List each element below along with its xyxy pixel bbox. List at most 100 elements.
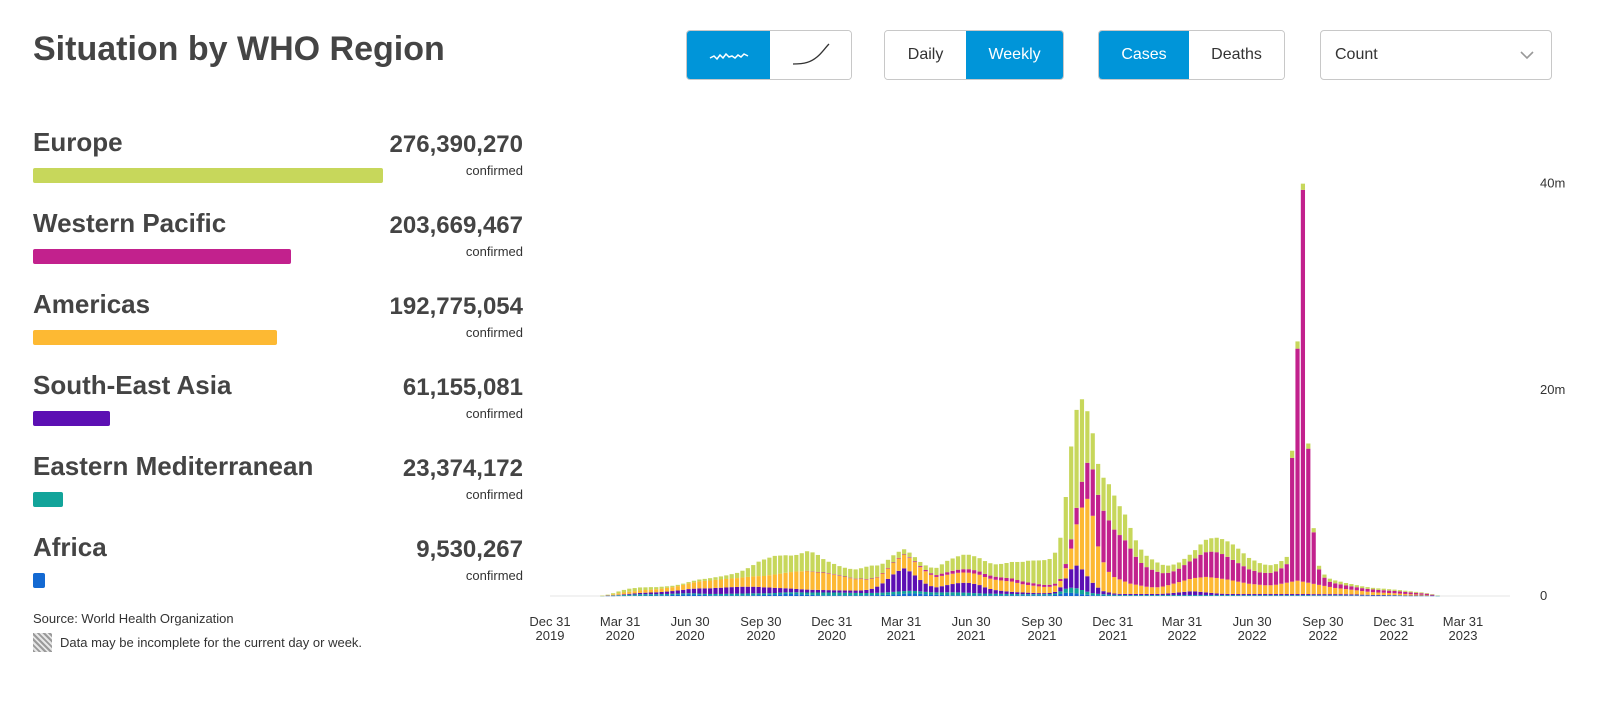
bar-segment-americas[interactable] [1413, 594, 1419, 596]
bar-segment-europe[interactable] [1230, 544, 1235, 560]
bar-segment-south-east-asia[interactable] [632, 593, 637, 595]
bar-segment-africa[interactable] [1085, 594, 1090, 596]
bar-segment-europe[interactable] [1381, 588, 1386, 591]
bar-segment-europe[interactable] [1246, 557, 1252, 570]
bar-segment-south-east-asia[interactable] [912, 575, 917, 591]
bar-segment-europe[interactable] [627, 588, 632, 592]
bar-segment-africa[interactable] [686, 594, 691, 596]
bar-segment-europe[interactable] [923, 565, 928, 571]
bar-segment-eastern-mediterranean[interactable] [1176, 594, 1182, 596]
bar-segment-south-east-asia[interactable] [767, 587, 772, 594]
bar-segment-south-east-asia[interactable] [1246, 594, 1252, 596]
bar-segment-eastern-mediterranean[interactable] [1214, 594, 1219, 596]
bar-segment-south-east-asia[interactable] [756, 586, 761, 594]
bar-segment-africa[interactable] [788, 593, 794, 596]
bar-segment-africa[interactable] [880, 594, 885, 596]
bar-segment-europe[interactable] [1300, 183, 1306, 190]
bar-segment-eastern-mediterranean[interactable] [1225, 594, 1230, 596]
bar-segment-europe[interactable] [1198, 544, 1203, 555]
bar-segment-south-east-asia[interactable] [869, 588, 874, 593]
bar-segment-americas[interactable] [918, 567, 923, 581]
bar-segment-south-east-asia[interactable] [842, 590, 847, 593]
bar-segment-africa[interactable] [1079, 594, 1085, 596]
bar-segment-eastern-mediterranean[interactable] [1117, 594, 1122, 596]
bar-segment-africa[interactable] [718, 595, 723, 596]
bar-segment-americas[interactable] [659, 588, 664, 592]
bar-segment-western-pacific[interactable] [1284, 564, 1289, 583]
bar-segment-americas[interactable] [1322, 585, 1327, 595]
bar-segment-americas[interactable] [1176, 582, 1182, 593]
bar-segment-eastern-mediterranean[interactable] [799, 592, 804, 595]
bar-segment-eastern-mediterranean[interactable] [1338, 595, 1343, 596]
bar-segment-south-east-asia[interactable] [1112, 593, 1117, 595]
bar-segment-americas[interactable] [686, 583, 691, 590]
bar-segment-africa[interactable] [675, 594, 680, 596]
bar-segment-western-pacific[interactable] [945, 572, 950, 575]
bar-segment-europe[interactable] [1214, 537, 1219, 553]
bar-segment-eastern-mediterranean[interactable] [670, 593, 675, 595]
bar-segment-americas[interactable] [1149, 587, 1155, 594]
bar-segment-europe[interactable] [1203, 539, 1209, 553]
bar-segment-south-east-asia[interactable] [1376, 594, 1381, 596]
bar-segment-western-pacific[interactable] [880, 573, 885, 574]
bar-segment-western-pacific[interactable] [1333, 583, 1338, 588]
bar-segment-western-pacific[interactable] [1149, 569, 1155, 588]
bar-segment-western-pacific[interactable] [907, 557, 912, 558]
bar-segment-africa[interactable] [939, 594, 944, 596]
trend-line-button[interactable] [687, 31, 771, 79]
bar-segment-europe[interactable] [1079, 399, 1085, 482]
bar-segment-americas[interactable] [1042, 586, 1047, 594]
bar-segment-south-east-asia[interactable] [939, 586, 944, 593]
bar-segment-western-pacific[interactable] [1036, 584, 1041, 587]
bar-segment-eastern-mediterranean[interactable] [691, 593, 697, 595]
bar-segment-south-east-asia[interactable] [1085, 576, 1090, 592]
bar-segment-europe[interactable] [858, 568, 864, 579]
bar-segment-europe[interactable] [1090, 433, 1095, 470]
bar-segment-south-east-asia[interactable] [848, 590, 853, 593]
bar-segment-europe[interactable] [1219, 539, 1225, 555]
bar-segment-eastern-mediterranean[interactable] [1182, 594, 1187, 596]
bar-segment-americas[interactable] [643, 590, 648, 593]
bar-segment-south-east-asia[interactable] [772, 587, 777, 594]
bar-segment-europe[interactable] [875, 565, 880, 577]
bar-segment-western-pacific[interactable] [923, 570, 928, 572]
bar-segment-south-east-asia[interactable] [1268, 594, 1273, 596]
bar-segment-europe[interactable] [891, 555, 896, 563]
bar-segment-americas[interactable] [1209, 577, 1214, 593]
bar-segment-americas[interactable] [1392, 593, 1397, 596]
bar-segment-south-east-asia[interactable] [1182, 591, 1187, 595]
bar-segment-eastern-mediterranean[interactable] [988, 593, 993, 596]
bar-segment-south-east-asia[interactable] [1009, 591, 1014, 594]
bar-segment-americas[interactable] [950, 573, 955, 585]
bar-segment-africa[interactable] [659, 595, 664, 596]
bar-segment-eastern-mediterranean[interactable] [616, 595, 621, 596]
bar-segment-americas[interactable] [1214, 577, 1219, 594]
bar-segment-eastern-mediterranean[interactable] [761, 593, 767, 595]
bar-segment-south-east-asia[interactable] [1370, 594, 1376, 596]
bar-segment-western-pacific[interactable] [1230, 559, 1235, 581]
bar-segment-americas[interactable] [1122, 581, 1128, 594]
bar-segment-south-east-asia[interactable] [1122, 593, 1128, 595]
bar-segment-eastern-mediterranean[interactable] [778, 592, 783, 595]
bar-segment-europe[interactable] [864, 566, 869, 580]
bar-segment-south-east-asia[interactable] [1360, 594, 1365, 596]
bar-segment-eastern-mediterranean[interactable] [1079, 590, 1085, 595]
bar-segment-africa[interactable] [972, 595, 977, 596]
bar-segment-western-pacific[interactable] [853, 578, 858, 580]
bar-segment-americas[interactable] [1052, 585, 1058, 592]
bar-segment-africa[interactable] [1074, 593, 1079, 596]
bar-segment-eastern-mediterranean[interactable] [1198, 594, 1203, 596]
bar-segment-western-pacific[interactable] [821, 572, 826, 574]
bar-segment-south-east-asia[interactable] [1365, 594, 1370, 596]
bar-segment-western-pacific[interactable] [875, 576, 880, 578]
bar-segment-americas[interactable] [880, 573, 885, 584]
bar-segment-western-pacific[interactable] [842, 576, 847, 578]
bar-segment-south-east-asia[interactable] [1236, 594, 1241, 596]
bar-segment-europe[interactable] [1354, 585, 1359, 588]
bar-segment-south-east-asia[interactable] [928, 586, 934, 593]
bar-segment-americas[interactable] [864, 579, 869, 590]
bar-segment-south-east-asia[interactable] [1193, 591, 1198, 595]
bar-segment-africa[interactable] [778, 594, 783, 596]
bar-segment-europe[interactable] [756, 561, 761, 577]
bar-segment-eastern-mediterranean[interactable] [1187, 594, 1192, 596]
